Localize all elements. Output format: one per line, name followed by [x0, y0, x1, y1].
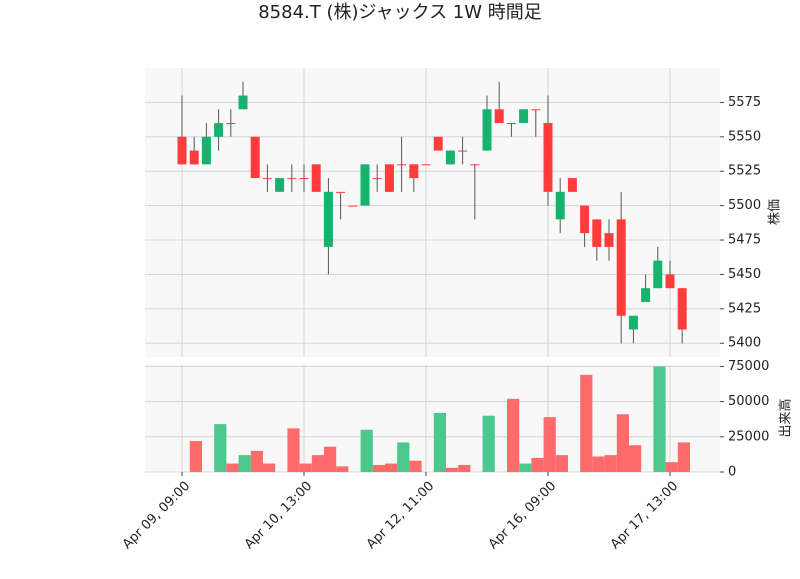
- y-tick-label: 5425: [728, 301, 761, 316]
- volume-bar: [250, 450, 263, 472]
- volume-bar: [555, 455, 568, 472]
- volume-axis-label: 出来高: [778, 398, 794, 437]
- y-tick-label: 5475: [728, 233, 761, 248]
- candle-body: [397, 164, 407, 166]
- y-axis-label: 株価: [768, 199, 783, 225]
- volume-bar: [629, 445, 642, 472]
- candle-body: [433, 136, 443, 151]
- volume-bar: [324, 446, 337, 472]
- candle-body: [336, 191, 346, 193]
- candle-body: [177, 136, 187, 165]
- volume-bar: [372, 464, 385, 472]
- candle-body: [360, 164, 370, 206]
- volume-bar: [263, 463, 276, 472]
- candle-body: [323, 191, 333, 247]
- candle-body: [299, 178, 309, 180]
- y-tick-label: 5550: [728, 129, 761, 144]
- y-tick-label: 25000: [728, 429, 769, 444]
- y-tick-label: 5450: [728, 267, 761, 282]
- candle-body: [543, 123, 553, 192]
- y-tick-label: 50000: [728, 394, 769, 409]
- x-tick-label: Apr 17, 13:00: [608, 479, 681, 552]
- volume-bar: [287, 428, 300, 472]
- candle-body: [665, 274, 675, 289]
- candle-body: [592, 219, 602, 247]
- volume-bar: [311, 455, 324, 472]
- volume-bar: [433, 412, 446, 472]
- volume-bar: [531, 457, 544, 472]
- x-tick-label: Apr 12, 11:00: [364, 479, 437, 552]
- candle-body: [641, 288, 651, 302]
- volume-bar: [299, 463, 312, 472]
- candle-body: [628, 315, 638, 330]
- volume-bar: [385, 463, 398, 472]
- volume-bar: [653, 366, 666, 472]
- x-tick-label: Apr 10, 13:00: [242, 479, 315, 552]
- candle-body: [506, 123, 516, 125]
- candle-body: [616, 219, 626, 316]
- candle-body: [384, 164, 394, 192]
- candle-body: [201, 136, 211, 165]
- volume-bar: [238, 455, 251, 472]
- volume-bar: [592, 456, 605, 472]
- candle-body: [275, 178, 285, 192]
- volume-bar: [214, 424, 227, 472]
- candle-body: [470, 164, 480, 166]
- volume-bar: [616, 414, 629, 472]
- volume-bar: [397, 442, 410, 472]
- volume-bar: [543, 417, 556, 472]
- candle-body: [250, 136, 260, 179]
- candle-body: [348, 205, 358, 207]
- volume-bar: [446, 467, 459, 472]
- volume-bar: [189, 441, 202, 472]
- candle-body: [409, 164, 419, 179]
- candle-body: [580, 205, 590, 234]
- volume-bar: [580, 374, 593, 472]
- candle-body: [238, 95, 248, 110]
- volume-bar: [360, 429, 373, 472]
- candle-body: [311, 164, 321, 192]
- candle-body: [372, 178, 382, 180]
- y-tick-label: 0: [728, 465, 736, 480]
- candle-body: [214, 123, 224, 137]
- candle-body: [604, 233, 614, 247]
- candle-body: [262, 178, 272, 180]
- candle-body: [445, 150, 455, 165]
- candle-body: [567, 178, 577, 192]
- volume-bar: [458, 464, 471, 472]
- chart-title: 8584.T (株)ジャックス 1W 時間足: [258, 2, 542, 23]
- volume-bar: [665, 462, 678, 472]
- y-tick-label: 5575: [728, 95, 761, 110]
- candle-body: [226, 123, 236, 125]
- candle-body: [653, 260, 663, 289]
- y-tick-label: 5500: [728, 198, 761, 213]
- y-tick-label: 5400: [728, 336, 761, 351]
- candle-body: [458, 150, 468, 152]
- candle-body: [531, 109, 541, 111]
- candle-body: [519, 109, 529, 124]
- volume-bar: [409, 460, 422, 472]
- candle-body: [494, 109, 504, 124]
- volume-bar: [677, 442, 690, 472]
- candle-body: [482, 109, 492, 151]
- y-tick-label: 5525: [728, 164, 761, 179]
- volume-bar: [519, 463, 532, 472]
- candle-body: [287, 178, 297, 180]
- volume-bar: [226, 463, 239, 472]
- candle-body: [189, 150, 199, 165]
- candle-body: [421, 164, 431, 166]
- volume-bar: [507, 398, 520, 472]
- volume-bar: [336, 466, 349, 472]
- y-tick-label: 75000: [728, 359, 769, 374]
- candle-body: [677, 288, 687, 330]
- x-tick-label: Apr 16, 09:00: [486, 479, 559, 552]
- volume-bar: [604, 455, 617, 472]
- x-tick-label: Apr 09, 09:00: [120, 479, 193, 552]
- candle-body: [555, 191, 565, 220]
- volume-bar: [482, 415, 495, 472]
